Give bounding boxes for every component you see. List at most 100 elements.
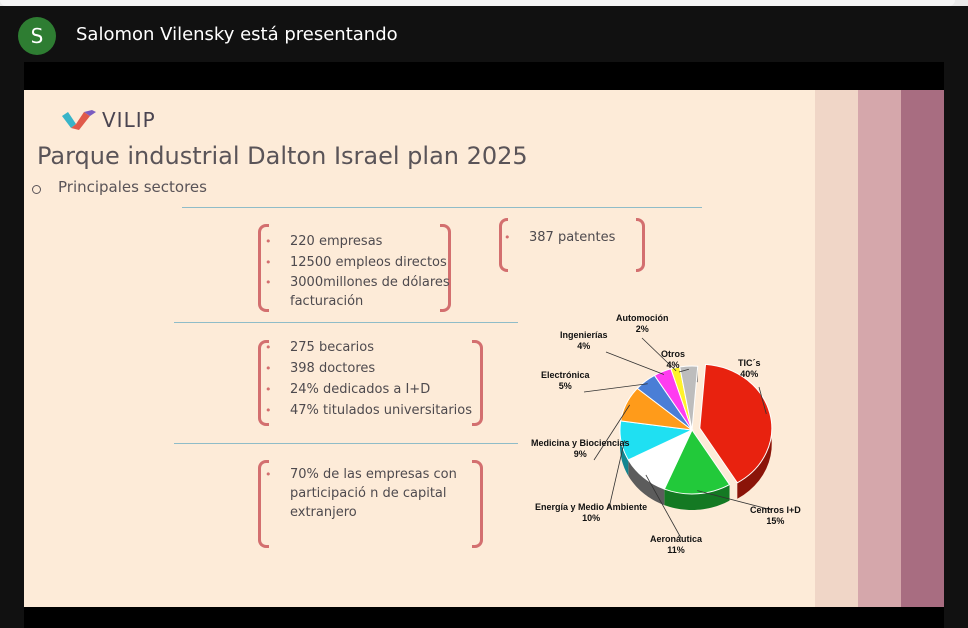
- slice-name: Centros I+D: [750, 505, 801, 515]
- bullet-icon: •: [265, 362, 272, 375]
- list-item: • 3000millones de dólares facturación: [262, 273, 462, 311]
- pie-label-energia: Energía y Medio Ambiente 10%: [535, 502, 647, 524]
- list-item: • 275 becarios: [262, 337, 477, 358]
- decor-band-2: [858, 90, 901, 607]
- bullet-icon: •: [265, 404, 272, 417]
- subtitle-bullet-icon: [32, 185, 41, 194]
- slide-title: Parque industrial Dalton Israel plan 202…: [37, 142, 528, 170]
- slice-percent: 9%: [573, 449, 587, 459]
- vilip-logo-icon: [62, 110, 96, 130]
- slice-percent: 4%: [577, 341, 591, 351]
- slice-name: Aeronáutica: [650, 534, 703, 544]
- top-strip: [0, 0, 968, 6]
- box1-right-bracket: [440, 224, 451, 312]
- slice-name: Electrónica: [541, 370, 590, 380]
- pie-label-centros: Centros I+D 15%: [750, 505, 801, 527]
- pie-leader-line: [678, 368, 689, 373]
- bullet-icon: •: [265, 235, 272, 248]
- slice-percent: 10%: [582, 513, 601, 523]
- pie-label-medicina: Medicina y Biociencias 9%: [531, 438, 630, 460]
- divider-line-2: [174, 322, 518, 323]
- box2-right-bracket: [472, 340, 483, 426]
- pie-label-automocion: Automoción 2%: [616, 313, 669, 335]
- pie-leader-line: [605, 351, 665, 375]
- box3-list: • 70% de las empresas con participació n …: [262, 465, 462, 522]
- patents-left-bracket: [499, 218, 508, 272]
- avatar[interactable]: S: [18, 17, 56, 55]
- list-item: • 47% titulados universitarios: [262, 400, 477, 421]
- bullet-icon: •: [504, 231, 511, 244]
- patents-right-bracket: [636, 218, 645, 272]
- box2-list: • 275 becarios • 398 doctores • 24% dedicad…: [262, 337, 477, 421]
- box2-left-bracket: [258, 340, 269, 426]
- box1-left-bracket: [258, 224, 269, 312]
- bullet-icon: •: [265, 468, 272, 481]
- list-item-text: 275 becarios: [290, 340, 374, 355]
- pie-leader-line: [645, 474, 682, 539]
- slice-name: Automoción: [616, 313, 669, 323]
- pie-leader-line: [697, 490, 773, 511]
- slice-name: TIC´s: [738, 358, 761, 368]
- logo-text: VILIP: [102, 108, 156, 132]
- divider-line-1: [182, 207, 702, 208]
- bullet-icon: •: [265, 276, 272, 289]
- pie-leader-line: [583, 383, 648, 393]
- bullet-icon: •: [265, 341, 272, 354]
- box3-right-bracket: [472, 460, 483, 548]
- pie-slice: [663, 428, 731, 495]
- list-item-text: 220 empresas: [290, 234, 383, 249]
- list-item: • 387 patentes: [501, 227, 641, 248]
- list-item-text: 12500 empleos directos: [290, 255, 447, 270]
- list-item-text: 24% dedicados a I+D: [290, 382, 431, 397]
- pie-label-otros: Otros 4%: [661, 349, 685, 371]
- list-item-text: 398 doctores: [290, 361, 376, 376]
- list-item-text: 70% de las empresas con participació n d…: [290, 467, 457, 520]
- box1-list: • 220 empresas • 12500 empleos directos • …: [262, 231, 462, 311]
- slide-subtitle: Principales sectores: [58, 178, 207, 196]
- divider-line-3: [174, 443, 518, 444]
- list-item: • 220 empresas: [262, 231, 462, 252]
- pie-top-layer: [619, 363, 773, 495]
- box3-left-bracket: [258, 460, 269, 548]
- pie-label-electronica: Electrónica 5%: [541, 370, 590, 392]
- pie-leader-line: [641, 337, 677, 372]
- pie-label-tics: TIC´s 40%: [738, 358, 761, 380]
- slice-percent: 2%: [635, 324, 649, 334]
- pie-leader-line: [593, 404, 631, 461]
- pie-label-ingenierias: Ingenierías 4%: [560, 330, 608, 352]
- pie-chart: [583, 337, 773, 539]
- slice-name: Medicina y Biociencias: [531, 438, 630, 448]
- list-item: • 24% dedicados a I+D: [262, 379, 477, 400]
- pie-leader-lines: [583, 337, 773, 539]
- pie-slice-side: [664, 484, 730, 510]
- list-item-text: 387 patentes: [529, 230, 616, 245]
- slice-percent: 4%: [666, 360, 680, 370]
- shared-slide: VILIP Parque industrial Dalton Israel pl…: [24, 90, 944, 607]
- top-strip-inner: [0, 0, 955, 6]
- presenter-status-text: Salomon Vilensky está presentando: [76, 24, 398, 45]
- list-item: • 398 doctores: [262, 358, 477, 379]
- pie-leader-line: [758, 386, 767, 415]
- bullet-icon: •: [265, 383, 272, 396]
- decor-band-3: [901, 90, 944, 607]
- presenter-bar: S Salomon Vilensky está presentando: [0, 6, 968, 62]
- pie-slice-side: [628, 459, 665, 506]
- decor-band-1: [815, 90, 858, 607]
- slice-percent: 11%: [667, 545, 685, 555]
- bullet-icon: •: [265, 256, 272, 269]
- slice-name: Energía y Medio Ambiente: [535, 502, 648, 512]
- pie-slice: [679, 365, 699, 431]
- pie-slice-side: [620, 420, 629, 476]
- pie-leader-line: [608, 440, 625, 509]
- slice-percent: 5%: [558, 381, 572, 391]
- patents-list: • 387 patentes: [501, 227, 641, 248]
- pie-slice: [699, 363, 773, 484]
- list-item-text: 47% titulados universitarios: [290, 403, 473, 418]
- list-item: • 70% de las empresas con participació n …: [262, 465, 462, 522]
- pie-label-aeronautica: Aeronáutica 11%: [650, 534, 702, 556]
- slice-percent: 15%: [766, 516, 785, 526]
- list-item: • 12500 empleos directos: [262, 252, 462, 273]
- slice-percent: 40%: [740, 369, 759, 379]
- slice-name: Ingenierías: [560, 330, 608, 340]
- slice-name: Otros: [661, 349, 686, 359]
